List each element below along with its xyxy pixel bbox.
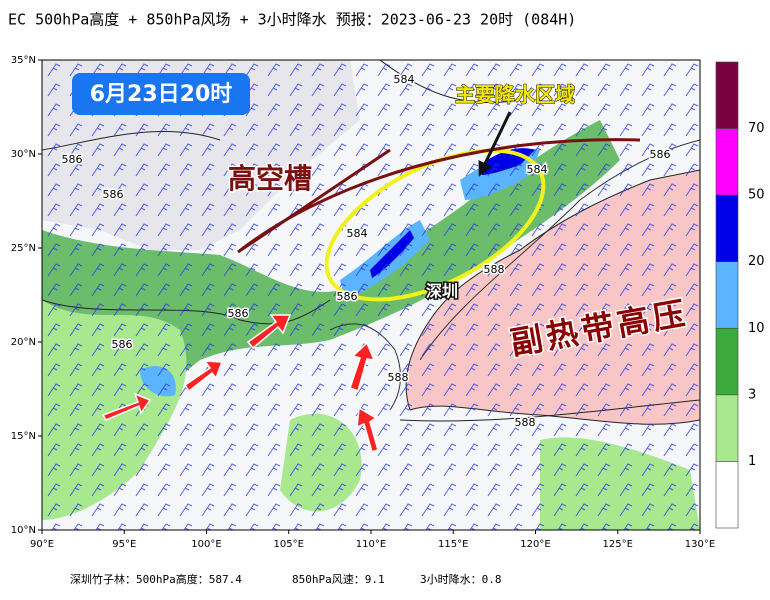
contour-label: 584 [527,163,548,176]
colorbar-label: 1 [748,454,756,469]
lat-label: 35°N [11,55,36,66]
lat-label: 20°N [11,337,36,348]
colorbar-segment [715,261,739,329]
lat-label: 30°N [11,149,36,160]
trough-label: 高空槽 [228,162,312,195]
lat-label: 15°N [11,431,36,442]
rain-area-arrow [478,111,512,177]
lat-label: 10°N [11,525,36,536]
lon-label: 100°E [191,539,221,550]
lon-label: 115°E [438,539,468,550]
contour-label: 588 [484,263,505,276]
lon-label: 125°E [603,539,633,550]
lat-label: 25°N [11,243,36,254]
trough-line [237,138,641,254]
rain-area-label: 主要降水区域 [455,83,575,107]
colorbar-label: 20 [748,254,765,269]
contour-label: 586 [62,153,83,166]
flow-arrows [101,314,379,453]
wind-barbs [42,60,700,530]
contour-label: 586 [650,148,671,161]
colorbar-segment [715,61,739,129]
colorbar-label: 10 [748,321,765,336]
title: EC 500hPa高度 + 850hPa风场 + 3小时降水 预报：2023-0… [8,11,576,29]
colorbar-segment [715,128,739,196]
contour-label: 584 [347,227,368,240]
colorbar-label: 50 [748,188,765,203]
footer-text: 深圳竹子林：500hPa高度：587.4 [70,572,242,586]
rain-ellipse [324,148,546,302]
contour-label: 588 [515,416,536,429]
lon-label: 95°E [112,539,136,550]
footer-text: 3小时降水：0.8 [420,572,502,586]
contour-label: 586 [337,290,358,303]
contour-label: 586 [103,188,124,201]
lon-label: 90°E [30,539,54,550]
lon-label: 105°E [274,539,304,550]
colorbar-segment [715,394,739,462]
lon-label: 130°E [685,539,715,550]
date-badge-bg [72,73,250,115]
colorbar-segment [715,194,739,263]
date-badge: 6月23日20时 [90,82,233,107]
footer-text: 850hPa风速：9.1 [292,573,385,586]
lon-label: 110°E [356,539,386,550]
contour-label: 586 [228,307,249,320]
contour-label: 588 [388,371,409,384]
colorbar-segment [715,461,739,529]
lon-label: 120°E [520,539,550,550]
contour-label: 586 [112,338,133,351]
colorbar-label: 3 [748,387,756,402]
colorbar-label: 70 [748,121,765,136]
contour-label: 584 [394,73,415,86]
city-label: 深圳 [426,282,458,301]
colorbar-segment [715,327,739,396]
map-area [42,60,700,530]
